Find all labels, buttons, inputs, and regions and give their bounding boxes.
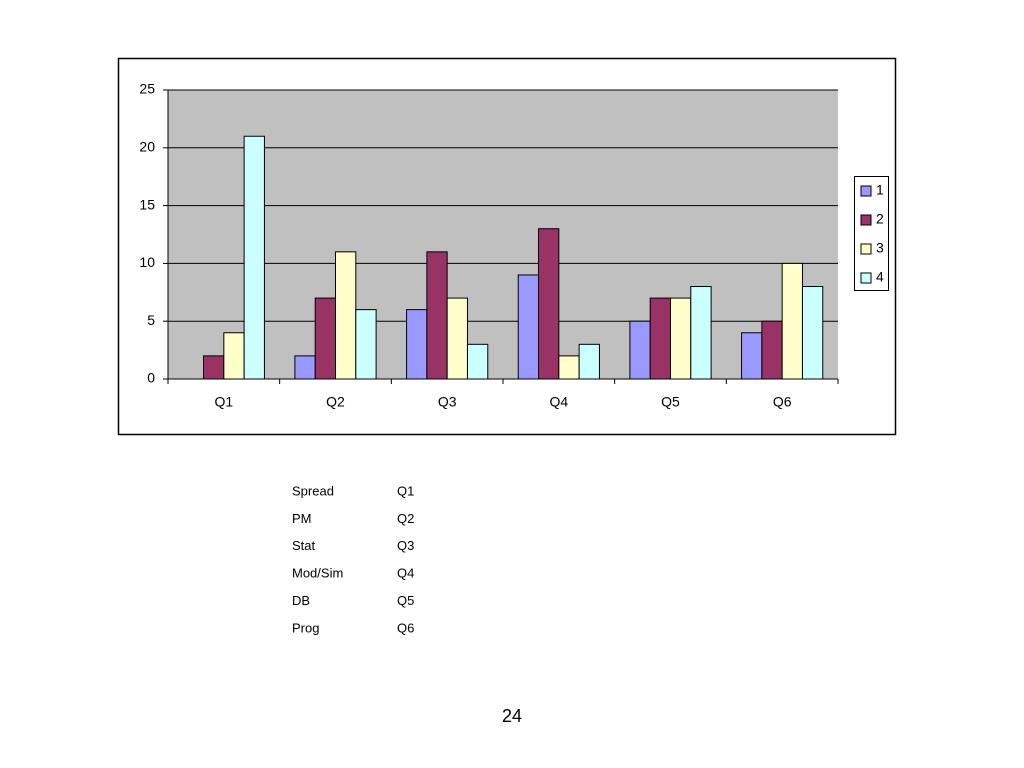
table-cell: Mod/Sim bbox=[292, 566, 343, 581]
bar bbox=[629, 320, 651, 380]
table-cell: Stat bbox=[292, 538, 316, 553]
y-tick-label: 15 bbox=[139, 196, 155, 212]
bar bbox=[446, 297, 468, 380]
table-cell: Prog bbox=[292, 620, 319, 635]
y-tick-label: 10 bbox=[139, 254, 155, 270]
bar bbox=[741, 332, 763, 380]
legend-swatch bbox=[860, 272, 872, 284]
bar bbox=[761, 320, 783, 380]
bar bbox=[203, 355, 225, 380]
bar bbox=[406, 309, 428, 380]
plot-area bbox=[168, 90, 838, 379]
x-tick-label: Q3 bbox=[438, 394, 457, 410]
table-cell: Q6 bbox=[397, 620, 414, 635]
y-tick-label: 5 bbox=[147, 312, 155, 328]
bar bbox=[243, 135, 265, 380]
bar bbox=[801, 286, 824, 380]
x-tick-label: Q6 bbox=[773, 394, 792, 410]
legend-label: 4 bbox=[876, 269, 884, 285]
table-cell: PM bbox=[292, 511, 312, 526]
bar bbox=[670, 297, 692, 380]
bar bbox=[538, 228, 560, 380]
bar bbox=[223, 332, 245, 380]
table-cell: Q5 bbox=[397, 593, 414, 608]
table-cell: Q2 bbox=[397, 511, 414, 526]
bar bbox=[355, 309, 377, 380]
table-cell: Q3 bbox=[397, 538, 414, 553]
x-tick-label: Q4 bbox=[549, 394, 568, 410]
bar bbox=[335, 251, 357, 380]
page-number: 24 bbox=[502, 706, 522, 726]
bar bbox=[578, 343, 600, 380]
table-cell: Q4 bbox=[397, 566, 414, 581]
bar bbox=[517, 274, 540, 380]
y-tick-label: 0 bbox=[147, 370, 155, 386]
legend-label: 2 bbox=[876, 211, 884, 227]
x-tick-label: Q5 bbox=[661, 394, 680, 410]
bar bbox=[314, 297, 337, 380]
x-tick-label: Q1 bbox=[214, 394, 233, 410]
table-cell: DB bbox=[292, 593, 310, 608]
legend-label: 1 bbox=[876, 182, 884, 198]
bar bbox=[781, 262, 803, 380]
table-cell: Q1 bbox=[397, 483, 414, 498]
legend-swatch bbox=[860, 243, 872, 255]
x-tick-label: Q2 bbox=[326, 394, 345, 410]
bar bbox=[466, 343, 489, 380]
legend-label: 3 bbox=[876, 240, 884, 256]
bar bbox=[426, 251, 448, 380]
y-tick-label: 25 bbox=[139, 81, 155, 97]
bar bbox=[690, 286, 712, 380]
y-tick-label: 20 bbox=[139, 139, 155, 155]
legend-swatch bbox=[860, 214, 872, 226]
legend-swatch bbox=[860, 185, 872, 197]
table-cell: Spread bbox=[292, 483, 334, 498]
bar bbox=[558, 355, 580, 380]
bar bbox=[649, 297, 672, 380]
bar bbox=[294, 355, 316, 380]
